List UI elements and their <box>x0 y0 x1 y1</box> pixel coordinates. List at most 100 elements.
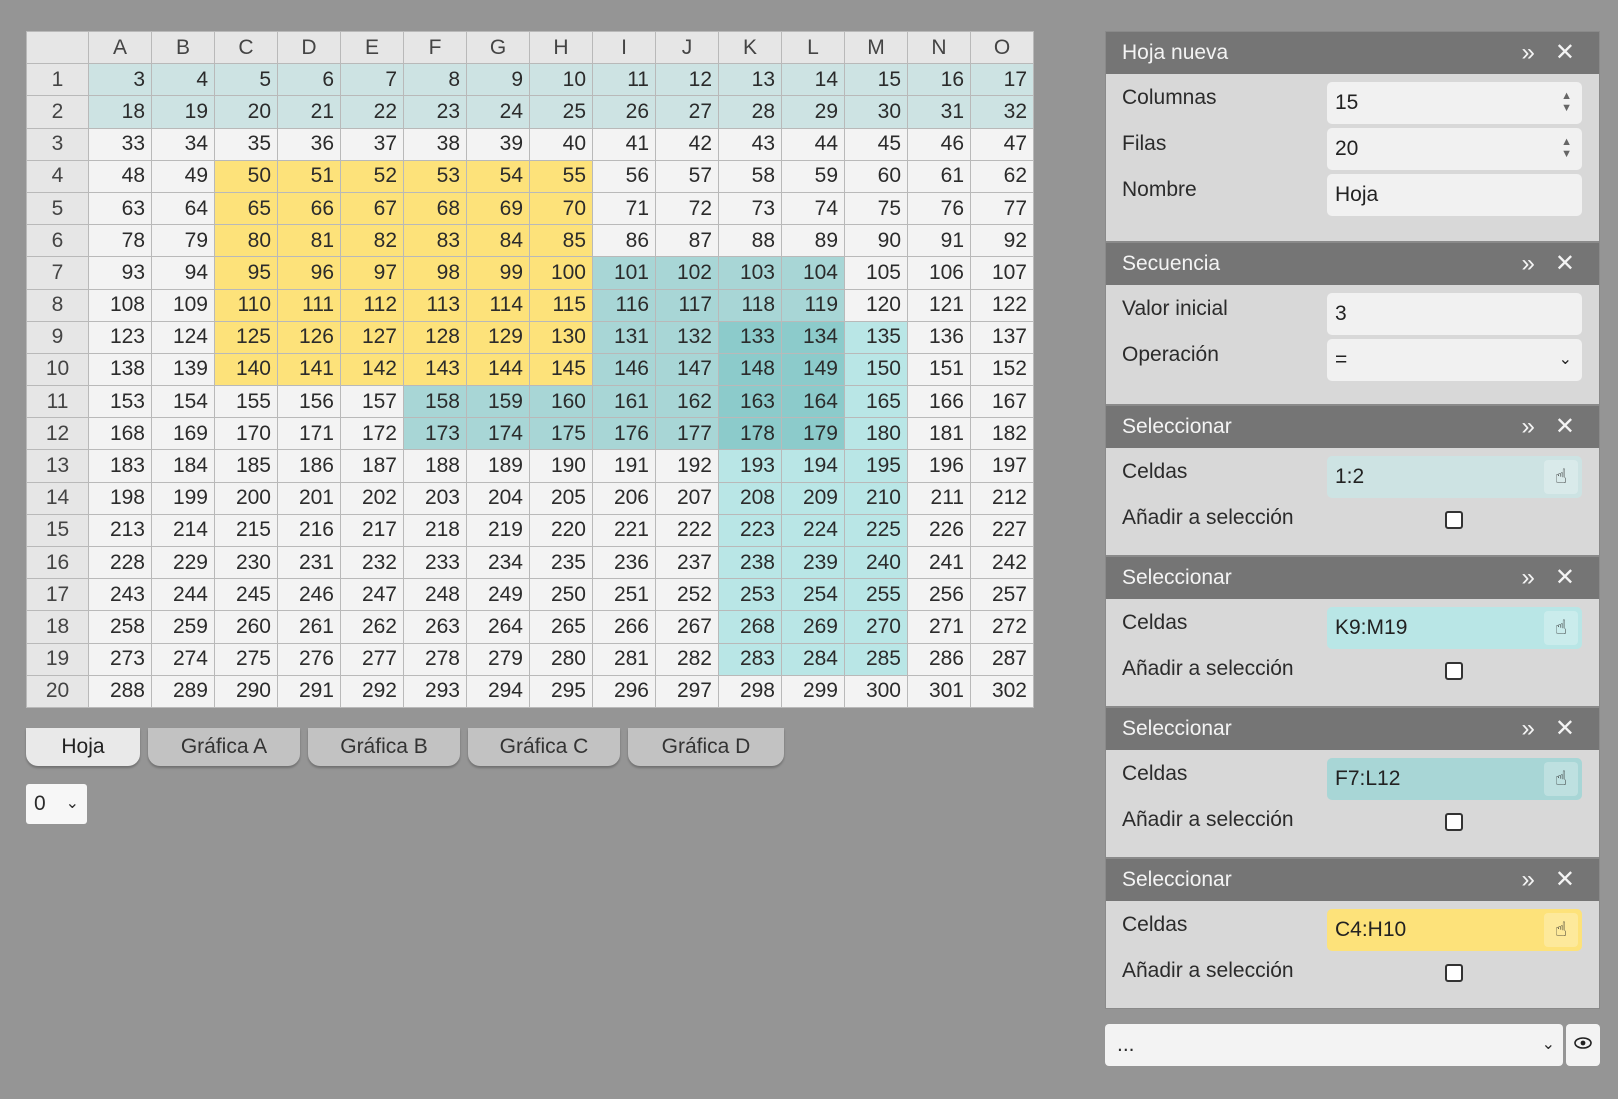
row-header[interactable]: 8 <box>26 288 89 322</box>
cell[interactable]: 227 <box>970 513 1034 548</box>
column-header[interactable]: H <box>529 30 593 65</box>
action-select[interactable]: ... ⌄ <box>1105 1024 1563 1066</box>
cell[interactable]: 78 <box>88 224 152 258</box>
cell[interactable]: 242 <box>970 545 1034 580</box>
cell[interactable]: 110 <box>214 288 278 322</box>
cell[interactable]: 299 <box>781 674 845 708</box>
cell[interactable]: 17 <box>970 63 1034 97</box>
cell[interactable]: 291 <box>277 674 341 708</box>
grid-corner[interactable] <box>26 30 89 65</box>
cell[interactable]: 293 <box>403 674 467 708</box>
cell[interactable]: 188 <box>403 449 467 483</box>
column-header[interactable]: N <box>907 30 971 65</box>
cell[interactable]: 40 <box>529 127 593 161</box>
tab-hoja[interactable]: Hoja <box>26 728 140 766</box>
row-header[interactable]: 11 <box>26 385 89 419</box>
cell[interactable]: 282 <box>655 642 719 676</box>
cell[interactable]: 55 <box>529 159 593 193</box>
cell[interactable]: 12 <box>655 63 719 97</box>
cell[interactable]: 264 <box>466 610 530 644</box>
close-icon[interactable]: ✕ <box>1554 564 1577 591</box>
cell[interactable]: 201 <box>277 481 341 515</box>
cell[interactable]: 294 <box>466 674 530 708</box>
cell[interactable]: 133 <box>718 320 782 354</box>
cell[interactable]: 175 <box>529 417 593 451</box>
cells-input[interactable]: F7:L12 ☝ <box>1327 758 1582 800</box>
cell[interactable]: 61 <box>907 159 971 193</box>
cell[interactable]: 158 <box>403 385 467 419</box>
row-header[interactable]: 3 <box>26 127 89 161</box>
cell[interactable]: 72 <box>655 191 719 226</box>
cell[interactable]: 140 <box>214 352 278 387</box>
cell[interactable]: 43 <box>718 127 782 161</box>
start-value-input[interactable]: 3 <box>1327 293 1582 335</box>
cell[interactable]: 288 <box>88 674 152 708</box>
cell[interactable]: 104 <box>781 256 845 290</box>
expand-icon[interactable]: » <box>1521 250 1537 277</box>
cell[interactable]: 272 <box>970 610 1034 644</box>
cell[interactable]: 149 <box>781 352 845 387</box>
cell[interactable]: 260 <box>214 610 278 644</box>
cell[interactable]: 10 <box>529 63 593 97</box>
cell[interactable]: 31 <box>907 95 971 129</box>
column-header[interactable]: E <box>340 30 404 65</box>
tab-grafica-d[interactable]: Gráfica D <box>628 728 784 766</box>
cell[interactable]: 224 <box>781 513 845 548</box>
cell[interactable]: 135 <box>844 320 908 354</box>
column-header[interactable]: I <box>592 30 656 65</box>
column-header[interactable]: B <box>151 30 215 65</box>
cell[interactable]: 241 <box>907 545 971 580</box>
cell[interactable]: 52 <box>340 159 404 193</box>
cell[interactable]: 98 <box>403 256 467 290</box>
row-header[interactable]: 20 <box>26 674 89 708</box>
cell[interactable]: 106 <box>907 256 971 290</box>
cell[interactable]: 125 <box>214 320 278 354</box>
cell[interactable]: 166 <box>907 385 971 419</box>
cell[interactable]: 114 <box>466 288 530 322</box>
cell[interactable]: 119 <box>781 288 845 322</box>
cell[interactable]: 151 <box>907 352 971 387</box>
column-header[interactable]: L <box>781 30 845 65</box>
cell[interactable]: 174 <box>466 417 530 451</box>
cell[interactable]: 19 <box>151 95 215 129</box>
cell[interactable]: 95 <box>214 256 278 290</box>
cell[interactable]: 44 <box>781 127 845 161</box>
cell[interactable]: 296 <box>592 674 656 708</box>
cell[interactable]: 204 <box>466 481 530 515</box>
cell[interactable]: 122 <box>970 288 1034 322</box>
cell[interactable]: 85 <box>529 224 593 258</box>
cell[interactable]: 22 <box>340 95 404 129</box>
cell[interactable]: 142 <box>340 352 404 387</box>
cell[interactable]: 139 <box>151 352 215 387</box>
cell[interactable]: 208 <box>718 481 782 515</box>
cell[interactable]: 212 <box>970 481 1034 515</box>
row-header[interactable]: 1 <box>26 63 89 97</box>
cell[interactable]: 278 <box>403 642 467 676</box>
cell[interactable]: 54 <box>466 159 530 193</box>
cell[interactable]: 8 <box>403 63 467 97</box>
cell[interactable]: 70 <box>529 191 593 226</box>
cell[interactable]: 189 <box>466 449 530 483</box>
cell[interactable]: 171 <box>277 417 341 451</box>
tab-grafica-a[interactable]: Gráfica A <box>148 728 300 766</box>
cell[interactable]: 82 <box>340 224 404 258</box>
cell[interactable]: 29 <box>781 95 845 129</box>
cell[interactable]: 177 <box>655 417 719 451</box>
column-header[interactable]: G <box>466 30 530 65</box>
cell[interactable]: 213 <box>88 513 152 548</box>
cell[interactable]: 203 <box>403 481 467 515</box>
cell[interactable]: 18 <box>88 95 152 129</box>
cell[interactable]: 15 <box>844 63 908 97</box>
cell[interactable]: 33 <box>88 127 152 161</box>
expand-icon[interactable]: » <box>1521 564 1537 591</box>
cell[interactable]: 270 <box>844 610 908 644</box>
eye-icon[interactable] <box>1566 1024 1600 1066</box>
cell[interactable]: 231 <box>277 545 341 580</box>
cell[interactable]: 79 <box>151 224 215 258</box>
cell[interactable]: 25 <box>529 95 593 129</box>
cell[interactable]: 249 <box>466 578 530 612</box>
cell[interactable]: 156 <box>277 385 341 419</box>
cell[interactable]: 14 <box>781 63 845 97</box>
cell[interactable]: 162 <box>655 385 719 419</box>
column-header[interactable]: C <box>214 30 278 65</box>
